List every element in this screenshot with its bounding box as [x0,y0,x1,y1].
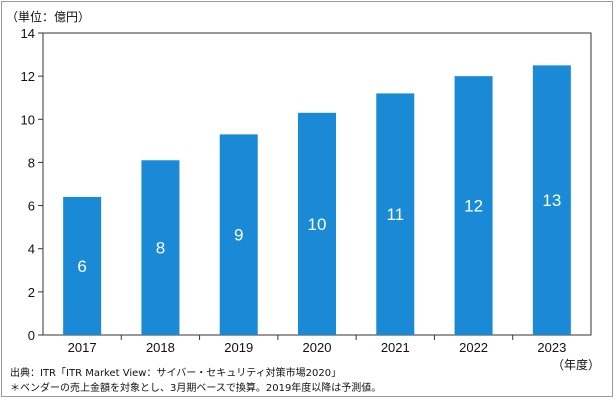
x-tick-label: 2020 [303,340,332,355]
bar [376,93,415,336]
y-tick-label: 0 [28,328,35,343]
data-label: 12 [464,197,483,216]
data-label: 10 [308,215,327,234]
y-tick-label: 4 [28,242,35,257]
y-tick-label: 6 [28,199,35,214]
x-tick-label: 2023 [537,340,566,355]
y-tick-label: 12 [21,69,35,84]
y-tick-label: 10 [21,112,35,127]
bar [532,65,571,335]
plot-area: 0 2 4 6 8 10 12 14 6 2017 8 2018 9 2019 10 2020 11 2021 12… [21,26,592,355]
source-note: 出典：ITR「ITR Market View：サイバー・セキュリティ対策市場20… [10,368,342,379]
bar [63,196,102,335]
data-label: 6 [77,257,86,276]
data-label: 13 [542,191,561,210]
footnote: ＊ベンダーの売上金額を対象とし、3月期ベースで換算。2019年度以降は予測値。 [10,383,382,394]
x-tick-label: 2017 [68,340,97,355]
x-tick-label: 2018 [146,340,175,355]
y-tick-label: 2 [28,285,35,300]
y-tick-label: 14 [21,26,35,41]
x-unit-label: （年度） [552,357,600,372]
data-label: 9 [234,226,243,245]
y-tick-label: 8 [28,155,35,170]
unit-label: （単位：億円） [6,9,90,24]
bar [454,76,493,336]
data-label: 8 [156,239,165,258]
bar [141,160,180,335]
data-label: 11 [386,205,404,224]
x-tick-label: 2021 [381,340,410,355]
bar [219,134,258,335]
x-tick-label: 2022 [459,340,488,355]
x-tick-label: 2019 [224,340,253,355]
bar [298,112,336,335]
